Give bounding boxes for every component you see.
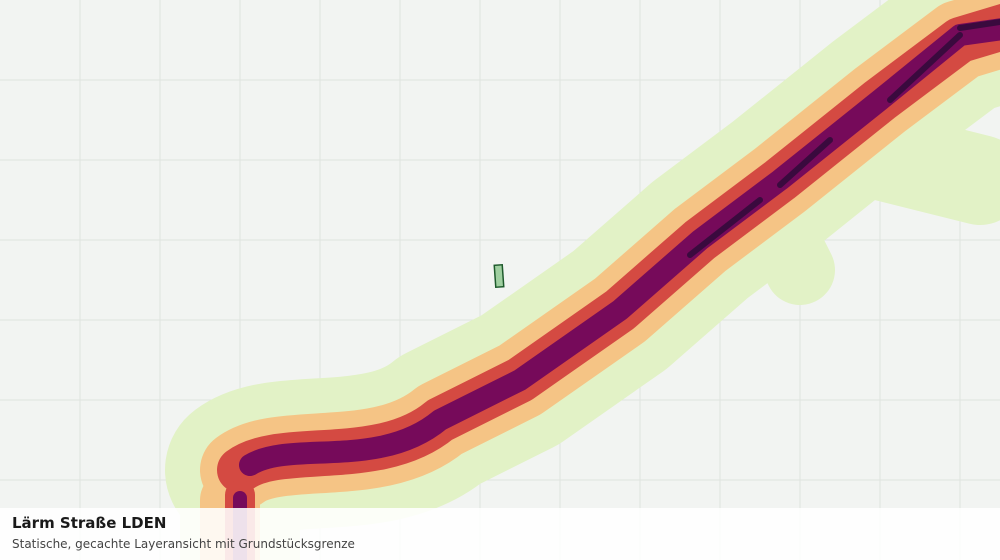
parcel-boundary	[493, 263, 505, 289]
layer-title: Lärm Straße LDEN	[12, 514, 167, 532]
layer-subtitle: Statische, gecachte Layeransicht mit Gru…	[12, 537, 355, 551]
caption-panel: Lärm Straße LDEN Statische, gecachte Lay…	[0, 508, 1000, 560]
